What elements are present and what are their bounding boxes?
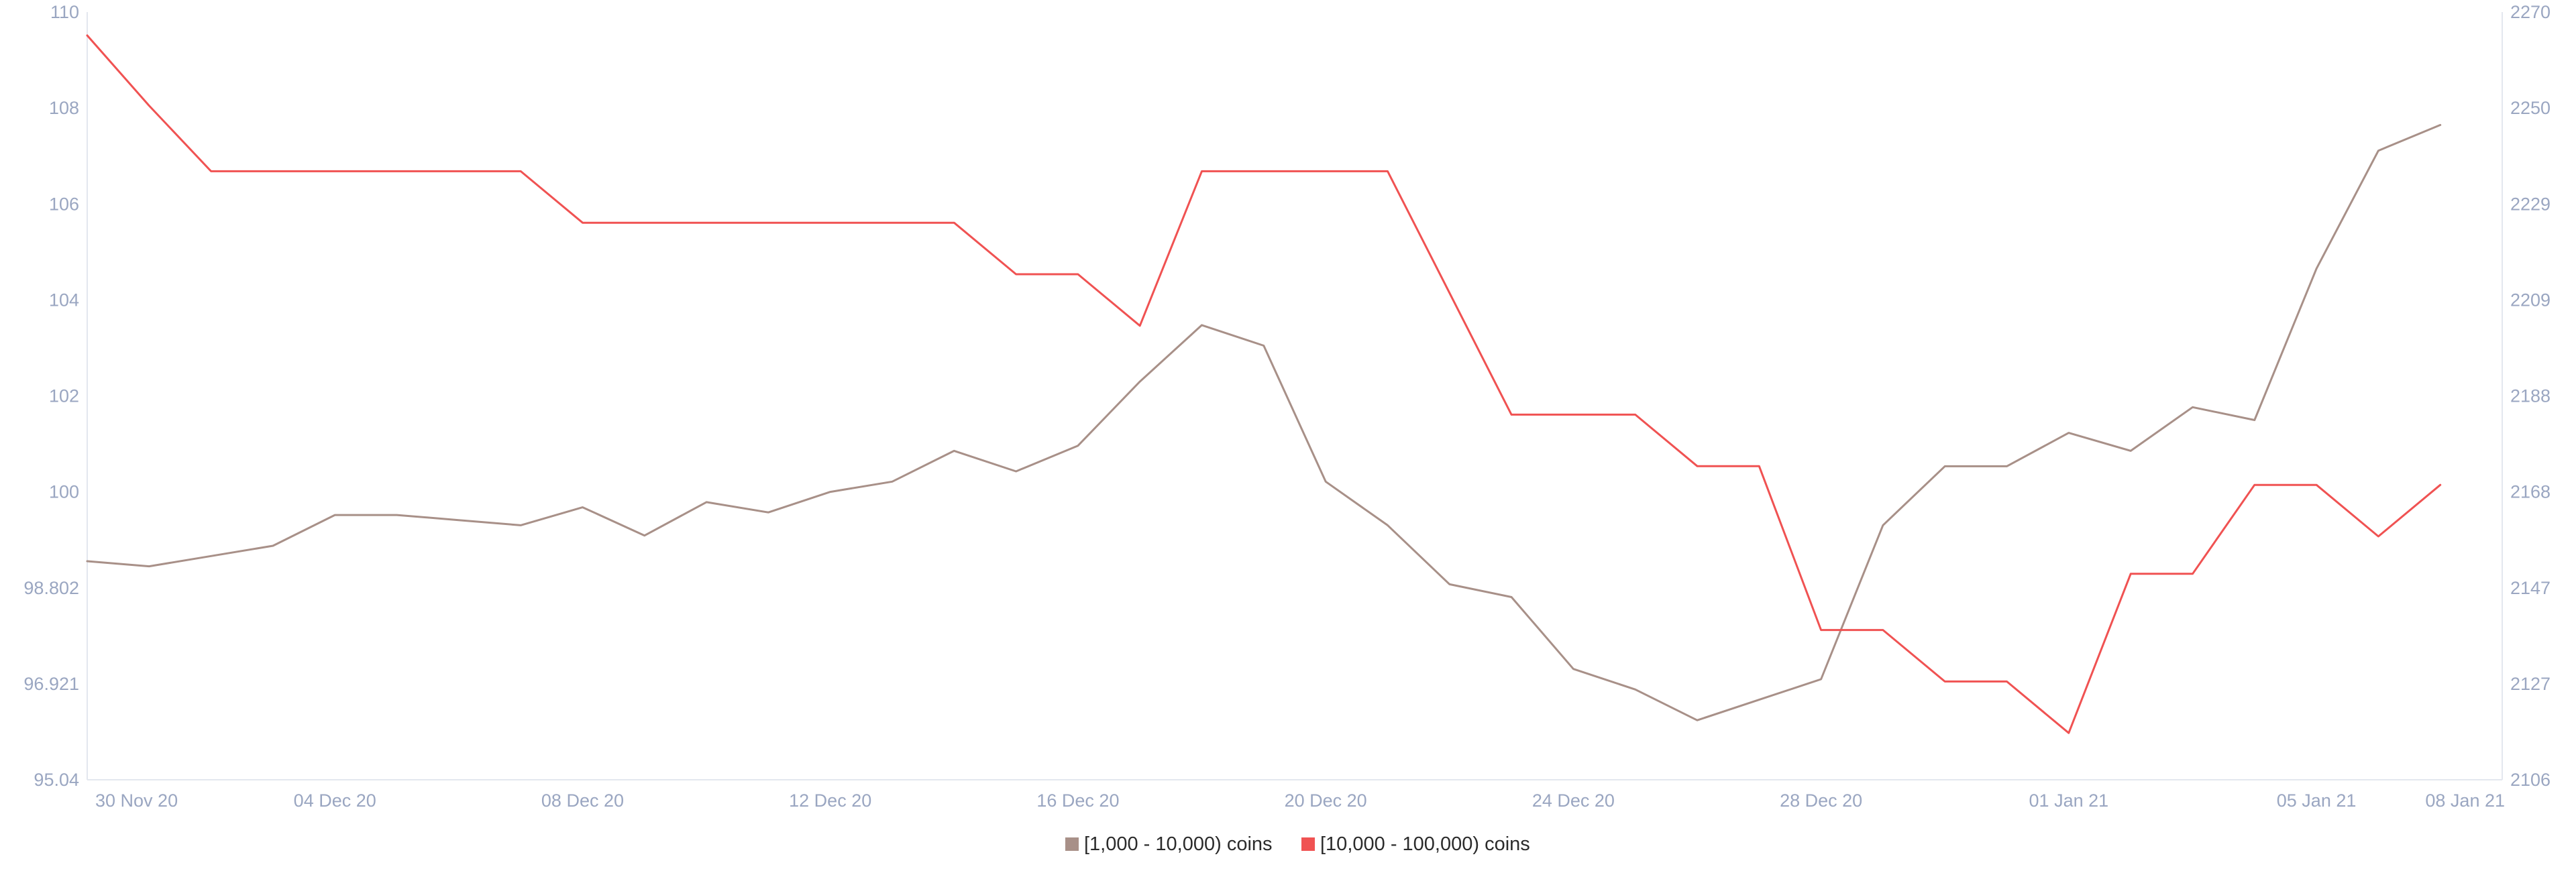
series-line-1 (86, 123, 2442, 721)
y-right-tick-label: 2229 (2510, 194, 2551, 214)
x-tick-label: 12 Dec 20 (789, 791, 871, 811)
y-left-tick-label: 95.04 (34, 770, 79, 790)
y-left-tick-label: 110 (50, 2, 79, 22)
x-tick-label: 16 Dec 20 (1036, 791, 1119, 811)
y-right-tick-label: 2270 (2510, 2, 2551, 22)
y-left-tick-label: 106 (49, 194, 79, 214)
y-right-tick-label: 2188 (2510, 386, 2551, 406)
x-tick-label: 05 Jan 21 (2277, 791, 2357, 811)
legend-swatch-2 (1301, 837, 1315, 851)
y-left-tick-label: 104 (49, 290, 79, 310)
x-tick-label: 28 Dec 20 (1780, 791, 1862, 811)
series-line-2 (86, 34, 2442, 734)
y-left-tick-label: 98.802 (23, 578, 79, 598)
x-tick-label: 04 Dec 20 (294, 791, 376, 811)
y-right-tick-label: 2147 (2510, 578, 2551, 598)
x-tick-label: 24 Dec 20 (1532, 791, 1615, 811)
y-left-tick-label: 100 (49, 482, 79, 502)
y-right-tick-label: 2168 (2510, 482, 2551, 502)
x-tick-label: 08 Jan 21 (2425, 791, 2505, 811)
x-tick-label: 20 Dec 20 (1285, 791, 1367, 811)
y-right-tick-label: 2106 (2510, 770, 2551, 790)
y-left-tick-label: 96.921 (23, 674, 79, 694)
x-tick-label: 08 Dec 20 (541, 791, 624, 811)
x-tick-label: 30 Nov 20 (95, 791, 178, 811)
y-left-tick-label: 108 (49, 98, 79, 118)
legend-label-2[interactable]: [10,000 - 100,000) coins (1320, 833, 1530, 855)
y-right-tick-label: 2250 (2510, 98, 2551, 118)
y-right-tick-label: 2209 (2510, 290, 2551, 310)
y-left-tick-label: 102 (49, 386, 79, 406)
x-tick-label: 01 Jan 21 (2029, 791, 2109, 811)
y-right-tick-label: 2127 (2510, 674, 2551, 694)
legend-label-1[interactable]: [1,000 - 10,000) coins (1084, 833, 1273, 855)
legend-swatch-1 (1065, 837, 1079, 851)
